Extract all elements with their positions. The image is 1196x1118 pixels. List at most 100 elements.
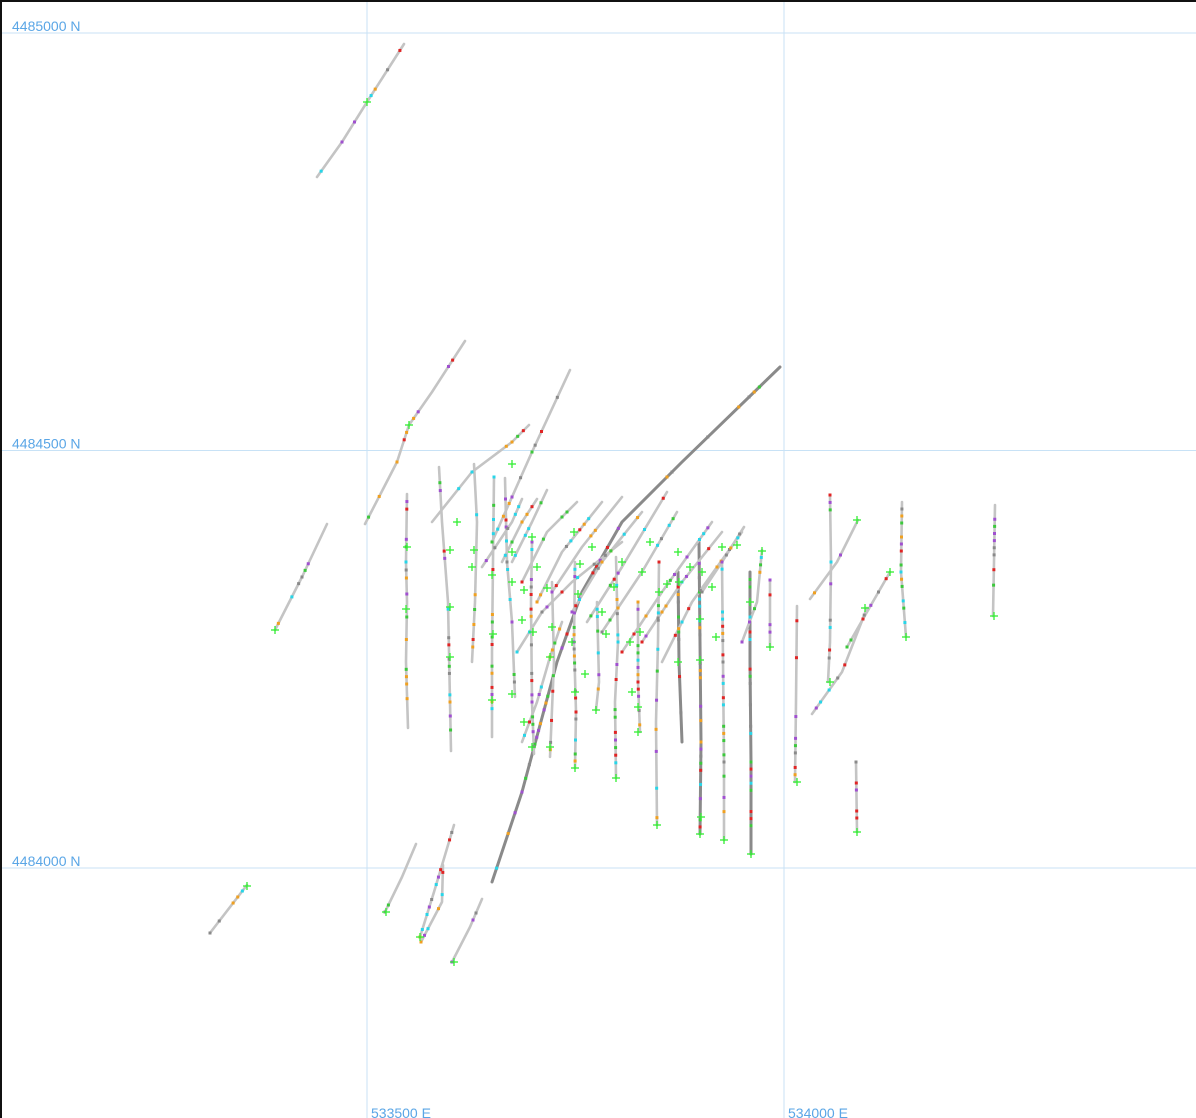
assay-interval	[490, 540, 494, 544]
assay-interval	[900, 535, 903, 539]
assay-interval	[992, 553, 996, 557]
assay-interval	[531, 730, 535, 734]
assay-interval	[596, 651, 600, 655]
assay-interval	[574, 696, 578, 700]
assay-interval	[510, 495, 514, 499]
assay-interval	[527, 527, 531, 531]
assay-interval	[506, 568, 510, 571]
plus-icon	[638, 568, 646, 576]
assay-interval	[570, 610, 574, 614]
assay-interval	[550, 718, 554, 722]
assay-interval	[636, 600, 640, 604]
assay-interval	[506, 526, 510, 530]
assay-interval	[758, 570, 762, 574]
assay-interval	[539, 593, 543, 597]
assay-interval	[620, 650, 624, 654]
assay-interval	[447, 664, 451, 668]
assay-interval	[535, 600, 539, 604]
assay-interval	[437, 907, 440, 911]
assay-interval	[598, 558, 602, 562]
assay-interval	[992, 546, 996, 550]
assay-interval	[615, 663, 619, 666]
northing-label: 4484000 N	[12, 853, 81, 869]
assay-interval	[673, 573, 676, 576]
assay-interval	[698, 604, 702, 608]
plus-icon	[488, 571, 496, 579]
plus-icon	[766, 643, 774, 651]
assay-interval	[504, 525, 508, 529]
assay-interval	[721, 674, 725, 678]
assay-interval	[721, 681, 725, 685]
plus-icon	[568, 638, 576, 646]
drillhole-trace	[826, 493, 833, 684]
assay-interval	[457, 487, 461, 491]
assay-interval	[546, 694, 550, 698]
assay-interval	[530, 671, 534, 675]
plus-icon	[746, 598, 754, 606]
assay-interval	[699, 761, 703, 765]
assay-interval	[541, 537, 545, 541]
assay-interval	[540, 430, 543, 433]
assay-interval	[597, 673, 601, 677]
assay-interval	[614, 738, 617, 742]
assay-interval	[367, 515, 371, 519]
assay-interval	[698, 669, 702, 673]
assay-interval	[398, 48, 402, 52]
assay-interval	[660, 610, 664, 614]
assay-interval	[655, 816, 659, 820]
assay-interval	[748, 578, 752, 581]
assay-interval	[470, 470, 474, 474]
assay-interval	[673, 633, 677, 637]
assay-interval	[554, 584, 558, 588]
assay-interval	[759, 555, 763, 559]
plus-icon	[574, 590, 582, 598]
plus-icon	[468, 563, 476, 571]
assay-interval	[613, 730, 617, 734]
assay-interval	[699, 740, 703, 744]
assay-interval	[899, 542, 903, 546]
easting-label: 534000 E	[788, 1105, 848, 1118]
assay-interval	[678, 675, 682, 679]
drillhole-trace	[510, 488, 549, 564]
assay-interval	[537, 728, 541, 732]
assay-interval	[854, 781, 858, 785]
assay-interval	[793, 773, 797, 777]
plus-icon	[853, 828, 861, 836]
easting-label: 533500 E	[371, 1105, 431, 1118]
assay-interval	[614, 753, 618, 757]
assay-interval	[715, 565, 719, 569]
assay-interval	[854, 760, 858, 764]
assay-interval	[446, 607, 450, 611]
assay-interval	[637, 709, 641, 713]
assay-interval	[793, 765, 797, 769]
assay-interval	[900, 507, 904, 511]
assay-interval	[538, 722, 542, 726]
assay-interval	[447, 636, 451, 640]
assay-interval	[729, 546, 733, 550]
plus-icon	[570, 528, 578, 536]
plus-icon	[571, 688, 579, 696]
plus-icon	[663, 580, 671, 588]
assay-interval	[643, 528, 646, 531]
assay-interval	[661, 496, 665, 500]
assay-interval	[430, 898, 434, 901]
assay-interval	[657, 560, 661, 564]
assay-interval	[636, 651, 640, 655]
assay-interval	[405, 615, 409, 619]
drillhole-trace	[854, 760, 859, 834]
assay-interval	[404, 576, 408, 580]
plus-icon	[508, 548, 516, 556]
assay-interval	[377, 494, 381, 498]
assay-interval	[443, 556, 447, 560]
assay-interval	[572, 625, 576, 629]
plus-icon	[363, 98, 371, 106]
assay-interval	[671, 517, 675, 521]
assay-interval	[829, 582, 833, 586]
assay-interval	[670, 470, 674, 474]
plus-icon	[902, 633, 910, 641]
assay-interval	[504, 497, 507, 501]
assay-interval	[636, 516, 640, 520]
assay-interval	[504, 444, 508, 448]
